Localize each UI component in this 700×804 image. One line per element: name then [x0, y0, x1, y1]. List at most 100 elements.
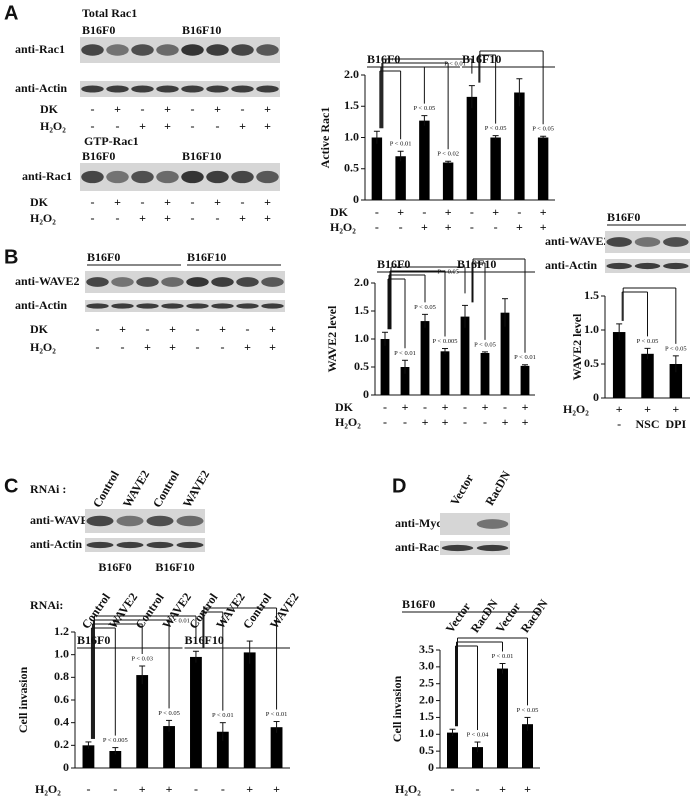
blot-signal [261, 303, 284, 309]
treatment-sign: + [219, 322, 226, 336]
y-tick-label: 3.5 [419, 642, 434, 656]
group-label: B16F0 [82, 23, 115, 37]
treatment-sign: + [114, 102, 121, 116]
p-value: P < 0.05 [637, 338, 659, 345]
group-label: B16F0 [77, 633, 110, 647]
blot-signal [86, 277, 109, 287]
row-label: DK [330, 205, 349, 219]
row-label: anti-Rac1 [22, 169, 72, 183]
treatment-label: H₂O₂ [40, 119, 66, 133]
row-sign: - [617, 417, 621, 431]
y-tick-label: 1.5 [419, 709, 434, 723]
x-tick-label: RacDN [518, 596, 551, 635]
row-label: anti-Actin [545, 258, 597, 272]
row-sign: - [194, 782, 198, 796]
treatment-sign: + [164, 195, 171, 209]
lane-label: WAVE2 [180, 468, 212, 510]
row-sign: NSC [635, 417, 659, 431]
treatment-sign: - [241, 102, 245, 116]
y-tick-label: 0 [353, 192, 359, 206]
blot-signal [211, 303, 234, 309]
treatment-sign: + [264, 195, 271, 209]
group-label: B16F0 [367, 52, 400, 66]
blot-signal [256, 44, 279, 56]
blot-signal [186, 303, 209, 309]
blot-title: RNAi : [30, 482, 66, 496]
blot-signal [256, 85, 279, 93]
p-value: P < 0.05 [474, 341, 496, 348]
y-tick-label: 1.0 [419, 726, 434, 740]
blot-signal [606, 262, 632, 270]
row-sign: + [540, 220, 547, 234]
treatment-sign: - [91, 211, 95, 225]
group-label: B16F10 [457, 257, 496, 271]
bar [497, 668, 508, 768]
blot-signal [81, 85, 104, 93]
treatment-sign: - [96, 322, 100, 336]
blot-signal [131, 85, 154, 93]
row-sign: - [483, 415, 487, 429]
blot-signal [106, 85, 129, 93]
row-sign: - [403, 415, 407, 429]
p-value: P < 0.02 [437, 151, 459, 158]
treatment-sign: - [196, 340, 200, 354]
p-value: P < 0.05 [414, 105, 436, 112]
bar [380, 339, 390, 395]
treatment-sign: + [214, 102, 221, 116]
bar [395, 156, 406, 200]
row-label: anti-WAVE2 [15, 274, 79, 288]
panel-letter: C [4, 475, 18, 497]
group-label: B16F0 [607, 210, 640, 224]
blot-signal [131, 44, 154, 56]
blot-band [85, 300, 285, 312]
row-sign: - [375, 220, 379, 234]
blot-title: GTP-Rac1 [84, 134, 139, 148]
treatment-label: H₂O₂ [30, 340, 56, 354]
group-label: B16F0 [98, 560, 131, 574]
y-tick-label: 1.0 [54, 646, 69, 660]
y-axis-label: WAVE2 level [570, 313, 584, 380]
blot-band [85, 271, 285, 293]
treatment-sign: + [269, 322, 276, 336]
row-sign: - [503, 400, 507, 414]
y-tick-label: 0.5 [344, 161, 359, 175]
p-value: P < 0.01 [390, 141, 412, 148]
row-sign: - [494, 220, 498, 234]
blot-signal [211, 277, 234, 287]
row-sign: - [451, 782, 455, 796]
treatment-label: H₂O₂ [30, 211, 56, 225]
group-label: B16F0 [87, 250, 120, 264]
bar [466, 96, 478, 200]
treatment-sign: + [114, 195, 121, 209]
row-sign: + [616, 402, 623, 416]
row-sign: + [644, 402, 651, 416]
p-value: P < 0.05 [485, 125, 507, 132]
y-tick-label: 1.2 [54, 624, 69, 638]
blot-signal [161, 277, 184, 287]
blot-signal [136, 303, 159, 309]
treatment-sign: - [91, 119, 95, 133]
bar [190, 656, 202, 768]
blot-signal [634, 262, 661, 270]
row-label: anti-WAVE2 [545, 234, 609, 248]
lane-label: Control [150, 468, 182, 510]
row-sign: + [397, 205, 404, 219]
blot-signal [634, 237, 661, 247]
y-tick-label: 0.4 [54, 714, 69, 728]
y-tick-label: 0.5 [419, 743, 434, 757]
treatment-sign: + [169, 340, 176, 354]
row-sign: + [421, 220, 428, 234]
treatment-label: DK [30, 322, 49, 336]
y-tick-label: 1.5 [344, 98, 359, 112]
x-tick-label: WAVE2 [267, 590, 302, 631]
blot-signal [206, 170, 229, 184]
treatment-sign: - [96, 340, 100, 354]
panel-letter: B [4, 246, 18, 268]
treatment-sign: - [191, 102, 195, 116]
treatment-sign: - [91, 195, 95, 209]
row-sign: + [502, 415, 509, 429]
treatment-sign: + [164, 102, 171, 116]
blot-signal [116, 515, 144, 527]
blot-band [440, 513, 510, 535]
blot-signal [181, 170, 204, 184]
